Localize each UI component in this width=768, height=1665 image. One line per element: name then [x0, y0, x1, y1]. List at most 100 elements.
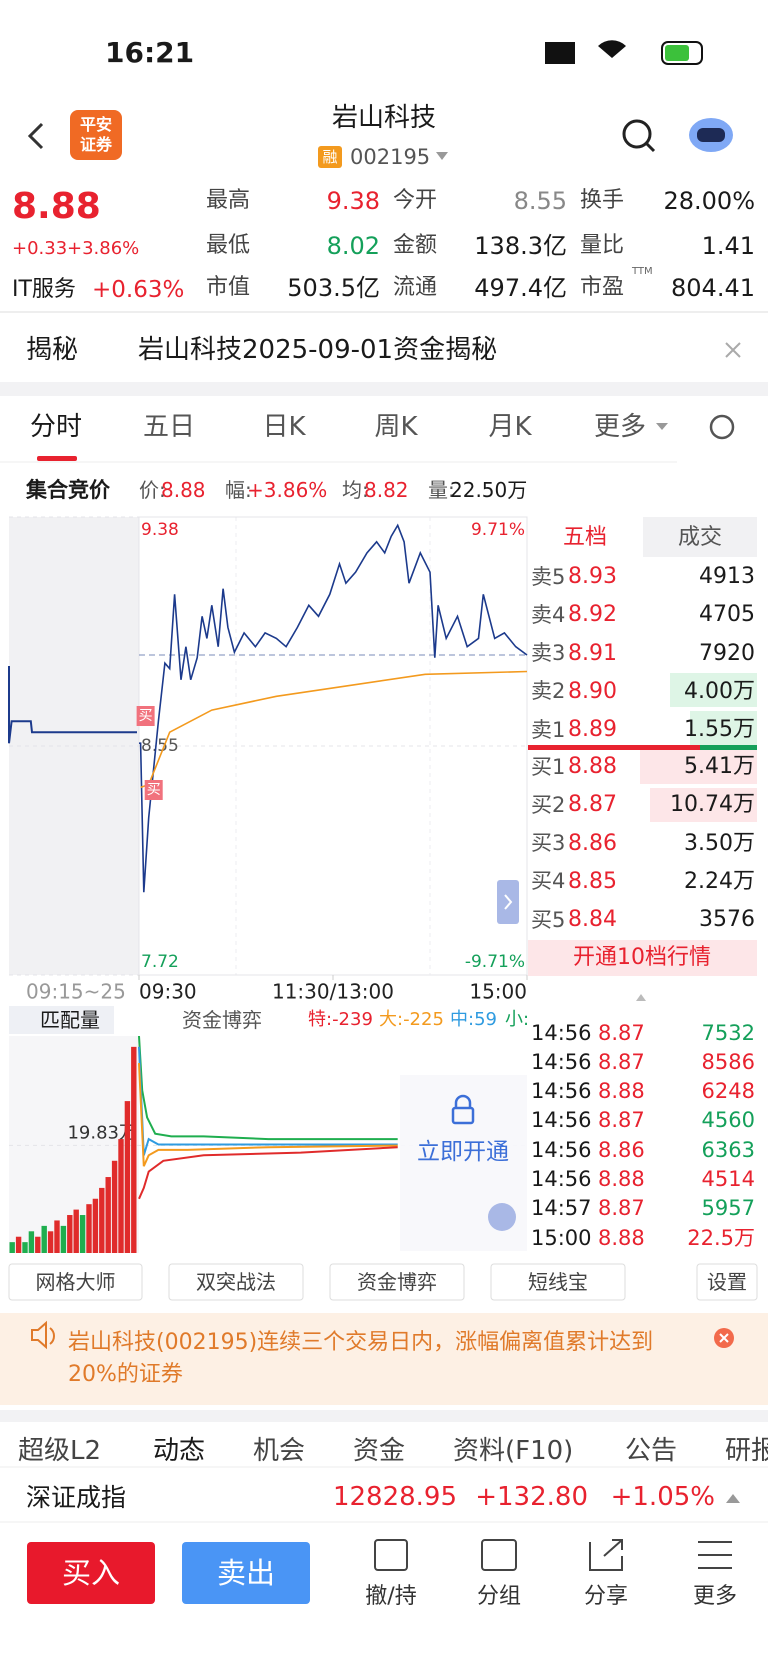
section-tab[interactable]: 机会: [253, 1436, 306, 1466]
open-l2[interactable]: 开通10档行情: [573, 945, 711, 970]
section-tab[interactable]: 资料(F10): [453, 1436, 574, 1466]
fund-label: 匹配量: [40, 1008, 100, 1032]
stat-label: 换手: [580, 188, 625, 213]
action-icon: [589, 1539, 623, 1571]
auction-bar: [86, 1204, 92, 1253]
book-level: 卖5: [531, 564, 566, 589]
index-value: 12828.95: [332, 1482, 457, 1512]
fund-item: 大:-225: [379, 1009, 444, 1030]
tool-button[interactable]: 网格大师: [35, 1270, 116, 1294]
fund-item: 中:59: [450, 1009, 497, 1030]
index-pct: +1.05%: [610, 1482, 715, 1512]
auction-bar: [73, 1209, 79, 1253]
tab[interactable]: 分时: [29, 412, 83, 442]
book-level: 买4: [531, 869, 566, 894]
tab[interactable]: 日K: [262, 412, 306, 442]
section-tab[interactable]: 公告: [625, 1436, 678, 1466]
price-line: [138, 1146, 398, 1200]
tab[interactable]: 更多: [593, 412, 647, 442]
action[interactable]: 撤/持: [365, 1584, 417, 1609]
stat-label: 市盈: [580, 275, 625, 300]
x-tick-label: 09:15~25: [26, 980, 126, 1004]
tab[interactable]: 五日: [142, 412, 196, 442]
expand-handle[interactable]: [497, 880, 519, 924]
book-price: 8.85: [568, 868, 617, 894]
auction-bar: [105, 1177, 111, 1253]
trade-price: 8.87: [598, 1020, 645, 1045]
price-line: [139, 523, 528, 893]
book-level: 买1: [531, 754, 566, 779]
sell-button[interactable]: [182, 1542, 310, 1604]
book-volume: 5.41万: [684, 754, 755, 779]
marker-bg: [144, 780, 163, 800]
info-value: 22.50万: [450, 478, 528, 502]
unlock[interactable]: 立即开通: [417, 1138, 509, 1165]
banner-text[interactable]: 岩山科技2025-09-01资金揭秘: [138, 335, 498, 365]
tab[interactable]: 月K: [488, 412, 532, 442]
buy[interactable]: 买入: [61, 1555, 121, 1590]
action-icon: [374, 1539, 408, 1571]
tool-button[interactable]: 双突战法: [196, 1270, 276, 1294]
stat-value: 8.55: [513, 187, 567, 215]
stat-value: 28.00%: [663, 187, 755, 215]
tool-button[interactable]: 设置: [707, 1270, 747, 1294]
price-line: [140, 670, 528, 789]
book-level: 卖3: [531, 641, 566, 666]
book-tab[interactable]: 成交: [677, 525, 723, 550]
robot-icon: [697, 128, 725, 142]
marker: 买: [147, 782, 161, 798]
auction-bar: [131, 1046, 137, 1253]
settings-icon[interactable]: [709, 414, 735, 440]
info-value: 8.82: [364, 478, 409, 502]
stat-label: 金额: [393, 233, 438, 258]
close-icon[interactable]: [725, 342, 741, 358]
stat-label: 最低: [206, 233, 251, 258]
section-tab[interactable]: 研报: [725, 1436, 768, 1466]
speaker-icon: [31, 1320, 55, 1350]
tool-button[interactable]: 资金博弈: [357, 1270, 437, 1294]
auction-bar: [28, 1231, 35, 1253]
price: 8.88: [12, 186, 101, 227]
lock-icon: [451, 1106, 475, 1125]
buy-button[interactable]: [27, 1542, 155, 1604]
stock-title: 岩山科技: [331, 103, 437, 133]
trade-time: 14:56: [531, 1079, 592, 1104]
tool-button[interactable]: 短线宝: [528, 1270, 588, 1294]
auction-bar: [67, 1215, 73, 1253]
x-tick-label: 15:00: [469, 980, 527, 1004]
y2-tick-label: -9.71%: [465, 952, 525, 972]
trade-time: 14:56: [531, 1108, 592, 1133]
info-label: 集合竞价: [26, 477, 110, 502]
stat-value: 138.3亿: [474, 232, 567, 260]
action[interactable]: 分组: [476, 1584, 522, 1609]
section-tab[interactable]: 超级L2: [18, 1436, 102, 1466]
open-bg: [528, 940, 757, 976]
sell[interactable]: 卖出: [216, 1555, 276, 1590]
y2-tick-label: 9.71%: [471, 520, 525, 540]
battery-level: [665, 45, 689, 61]
book-tab[interactable]: 五档: [562, 525, 608, 550]
expand-icon[interactable]: [488, 1203, 516, 1231]
tool-box: [329, 1263, 465, 1301]
search-icon[interactable]: [622, 119, 652, 149]
action[interactable]: 更多: [692, 1584, 738, 1609]
search-icon: [644, 141, 656, 153]
fund-item: 特:-239: [308, 1009, 373, 1030]
fund-tab[interactable]: 资金博弈: [182, 1008, 262, 1032]
book-price: 8.88: [568, 754, 617, 779]
section-tab[interactable]: 资金: [353, 1436, 406, 1466]
sector-pct: +0.63%: [92, 276, 185, 303]
separator: [0, 1410, 768, 1422]
trade-price: 8.87: [598, 1108, 645, 1133]
action[interactable]: 分享: [583, 1584, 629, 1609]
y-tick-label: 9.38: [141, 520, 179, 540]
back-icon[interactable]: [27, 122, 44, 150]
tab[interactable]: 周K: [374, 412, 418, 442]
auction-bar: [22, 1242, 28, 1253]
book-price: 8.92: [568, 602, 617, 628]
stat-label: 流通: [393, 275, 438, 300]
section-tab[interactable]: 动态: [153, 1436, 206, 1466]
action-icon: [481, 1539, 517, 1571]
auction-bar: [79, 1215, 86, 1253]
